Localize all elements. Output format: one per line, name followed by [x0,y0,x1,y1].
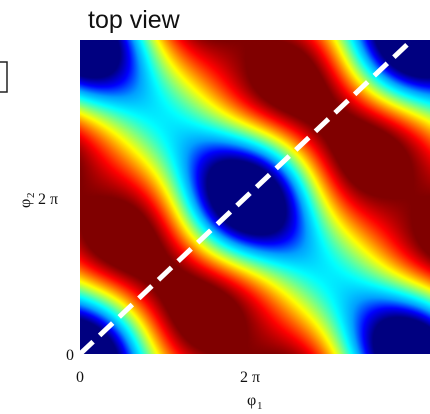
chart-title: top view [88,6,181,34]
svg-text:φ: φ [17,199,34,208]
svg-text:φ: φ [247,392,256,409]
x-tick-2pi: 2 π [240,369,260,386]
y-tick-0: 0 [66,347,74,364]
x-axis-label: φ 1 [247,392,263,412]
heatmap-image [80,40,430,354]
cropped-frame-fragment [0,61,8,93]
plot-area [80,40,430,354]
diagonal-dashed-line [80,40,414,354]
y-tick-2pi: 2 π [38,191,58,208]
svg-text:2: 2 [25,193,37,199]
svg-text:1: 1 [257,400,263,412]
y-axis-label: φ 2 [17,193,37,209]
x-tick-0: 0 [76,369,84,386]
